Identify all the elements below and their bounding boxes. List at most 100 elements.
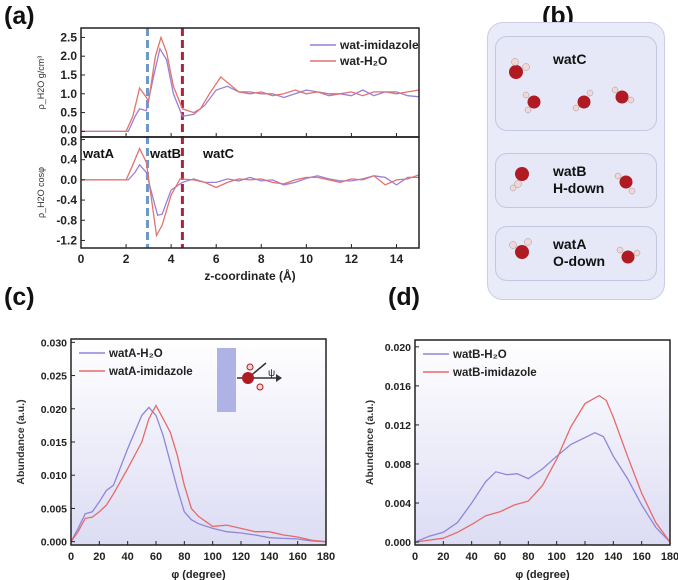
y-tick-label: 0.010 [41,470,67,482]
y-tick-label: 0.020 [385,342,411,354]
x-tick-label: 140 [260,551,278,563]
y-tick-label: 2.5 [60,30,77,44]
y-tick-label: 0.012 [385,420,411,432]
y-tick-label: 0.000 [41,537,67,549]
x-tick-label: 20 [93,551,105,563]
x-tick-label: 160 [632,551,650,563]
y-tick-label: 0.5 [60,106,77,120]
watA-label: watA [553,236,587,252]
legend-entry: wat-H₂O [339,54,387,68]
x-tick-label: 160 [288,551,306,563]
legend-entry: watA-H₂O [108,348,163,360]
y-tick-label: 0.0 [60,122,77,136]
x-axis-label: z-coordinate (Å) [204,268,295,283]
y-tick-label: -0.8 [56,213,77,227]
x-tick-label: 8 [258,252,265,266]
x-axis-label: φ (degree) [171,569,226,580]
y-tick-label: 0.000 [385,537,411,549]
x-tick-label: 100 [547,551,565,563]
plot-frame [80,136,420,249]
chart-c: 0.000 0.005 0.010 0.015 0.020 0.025 0.030 0 20 40… [15,337,335,580]
legend-entry: watB-H₂O [452,349,507,361]
region-label-watA: watA [82,146,115,161]
y-tick-label: -1.2 [56,233,77,247]
x-tick-label: 120 [576,551,594,563]
series-line-wata-h-o [70,406,327,543]
x-tick-label: 80 [522,551,534,563]
watB-sublabel: H-down [553,180,605,196]
series-line-wat-h-o [81,35,420,133]
x-tick-label: 100 [203,551,221,563]
series-line-wat-imidazole [81,46,420,133]
x-tick-label: 0 [78,252,85,266]
x-tick-label: 20 [437,551,449,563]
x-tick-label: 12 [345,252,359,266]
legend-entry: watA-imidazole [108,366,193,378]
watB-label: watB [553,163,587,179]
y-tick-label: 0.025 [41,371,67,383]
series-line-watb-h-o [414,431,671,543]
x-tick-label: 10 [300,252,314,266]
panel-label-c: (c) [4,283,35,311]
series-line-wat-h-o [81,147,420,238]
x-tick-label: 120 [232,551,250,563]
chart-d: 0.000 0.004 0.008 0.012 0.016 0.020 0 20 40 60 80 1… [364,339,678,580]
y-tick-label: 0.4 [60,153,77,167]
y-tick-label: 0.004 [385,498,411,510]
plot-background [71,339,326,545]
y-axis-label: ρ_H2O g/cm³ [36,56,46,110]
watA-box: watA O-down [495,226,657,281]
series-line-watb-imidazole [414,394,671,543]
watB-molecules-icon [509,167,636,195]
watC-label: watC [553,51,587,67]
y-tick-label: 0.016 [385,381,411,393]
plot-background [415,340,670,545]
watC-molecules-icon [509,58,635,114]
y-axis-label: Abundance (a.u.) [364,400,376,485]
oxygen-icon [242,372,254,384]
y-tick-label: -0.4 [56,193,77,207]
series-line-wat-imidazole [81,163,419,216]
region-label-watB: watB [149,146,181,161]
angle-symbol: ψ [268,368,275,379]
x-tick-label: 60 [150,551,162,563]
region-label-watC: watC [202,146,235,161]
x-tick-label: 0 [412,551,418,563]
x-tick-label: 140 [604,551,622,563]
x-tick-label: 4 [168,252,175,266]
x-tick-label: 80 [178,551,190,563]
x-tick-label: 6 [213,252,220,266]
y-tick-label: 0.005 [41,503,67,515]
water-orientation-panel: watC watB H-down watA O-down [487,22,665,300]
arrowhead-icon [276,374,282,382]
x-tick-label: 40 [122,551,134,563]
y-tick-label: 1.0 [60,87,77,101]
watA-molecules-icon [509,238,641,264]
y-tick-label: 1.5 [60,68,77,82]
y-tick-label: 0.8 [60,135,77,149]
y-axis-label: ρ_H2O cosφ [36,167,46,218]
plot-frame [414,339,671,546]
x-tick-label: 0 [68,551,74,563]
chart-a: 0.0 0.5 1.0 1.5 2.0 2.5 z-coordinate (Å) ρ_H2O … [36,27,420,283]
x-tick-label: 60 [494,551,506,563]
y-tick-label: 0.030 [41,337,67,349]
legend-entry: watB-imidazole [452,367,537,379]
x-tick-label: 2 [123,252,130,266]
x-tick-label: 14 [390,252,404,266]
legend-entry: wat-imidazole [339,38,419,52]
watB-box: watB H-down [495,153,657,208]
x-tick-label: 40 [466,551,478,563]
x-axis-label: φ (degree) [515,569,570,580]
y-tick-label: 0.0 [60,173,77,187]
hydrogen-icon [256,383,264,391]
y-axis-label: Abundance (a.u.) [15,399,27,484]
y-tick-label: 0.015 [41,437,67,449]
y-tick-label: 0.020 [41,404,67,416]
panel-label-d: (d) [388,283,420,311]
y-tick-label: 2.0 [60,49,77,63]
hydrogen-icon [246,363,254,371]
x-tick-label: 180 [661,551,678,563]
panel-label-a: (a) [4,2,35,30]
